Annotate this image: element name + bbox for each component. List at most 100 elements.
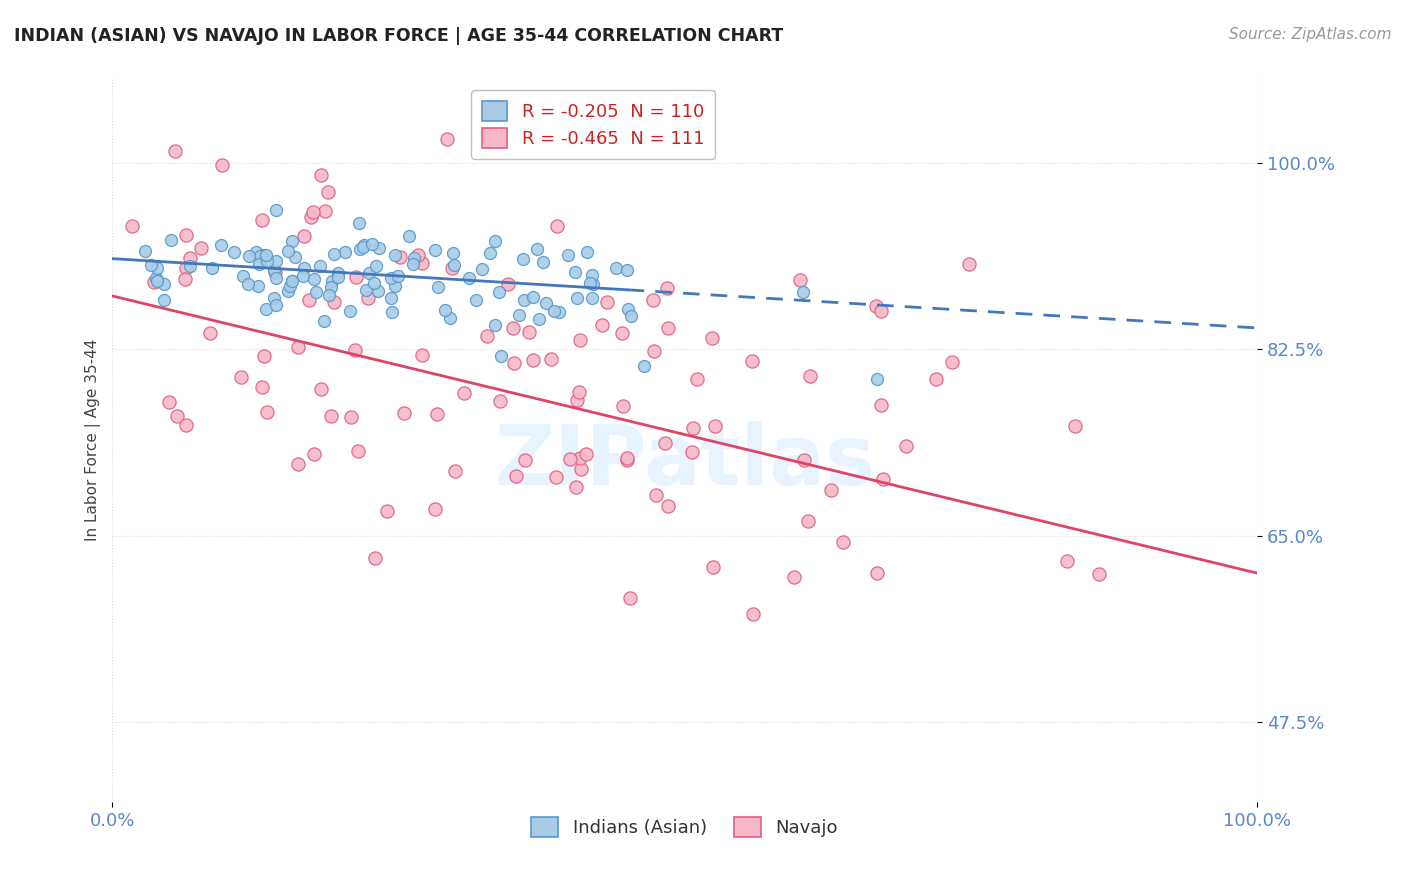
Point [387, 268, 409, 283]
Point [616, 450, 638, 465]
Point [546, 219, 568, 233]
Point [406, 248, 429, 262]
Point [865, 299, 887, 313]
Point [517, 325, 540, 339]
Point [522, 352, 544, 367]
Point [157, 394, 180, 409]
Point [380, 271, 402, 285]
Point [515, 452, 537, 467]
Point [612, 326, 634, 340]
Point [633, 359, 655, 373]
Point [263, 291, 285, 305]
Point [284, 250, 307, 264]
Point [309, 382, 332, 396]
Point [605, 261, 627, 276]
Point [152, 293, 174, 307]
Point [655, 281, 678, 295]
Point [380, 305, 402, 319]
Point [1063, 419, 1085, 434]
Text: INDIAN (ASIAN) VS NAVAJO IN LABOR FORCE | AGE 35-44 CORRELATION CHART: INDIAN (ASIAN) VS NAVAJO IN LABOR FORCE … [14, 27, 783, 45]
Point [312, 314, 335, 328]
Point [702, 331, 724, 345]
Point [641, 293, 664, 308]
Point [569, 461, 592, 475]
Point [548, 305, 571, 319]
Point [564, 265, 586, 279]
Point [321, 274, 343, 288]
Point [281, 234, 304, 248]
Point [146, 273, 169, 287]
Point [314, 204, 336, 219]
Point [364, 551, 387, 566]
Point [292, 260, 315, 275]
Point [292, 229, 315, 244]
Point [318, 185, 340, 199]
Point [305, 285, 328, 300]
Point [792, 285, 814, 299]
Point [141, 258, 163, 272]
Point [309, 168, 332, 182]
Point [558, 451, 581, 466]
Point [540, 352, 562, 367]
Point [657, 321, 679, 335]
Point [389, 251, 412, 265]
Point [654, 436, 676, 450]
Point [686, 371, 709, 385]
Point [339, 304, 361, 318]
Text: ZIPatlas: ZIPatlas [495, 421, 875, 502]
Point [925, 372, 948, 386]
Point [340, 410, 363, 425]
Point [496, 277, 519, 291]
Point [266, 253, 288, 268]
Point [508, 308, 530, 322]
Point [254, 248, 277, 262]
Point [201, 261, 224, 276]
Point [531, 255, 554, 269]
Point [443, 258, 465, 272]
Point [321, 409, 343, 424]
Point [682, 421, 704, 435]
Point [440, 260, 463, 275]
Point [309, 259, 332, 273]
Point [402, 251, 425, 265]
Point [278, 279, 301, 293]
Point [335, 244, 357, 259]
Point [287, 340, 309, 354]
Point [543, 303, 565, 318]
Point [681, 444, 703, 458]
Point [957, 257, 980, 271]
Point [427, 279, 450, 293]
Point [238, 249, 260, 263]
Point [444, 464, 467, 478]
Point [256, 301, 278, 316]
Point [146, 274, 169, 288]
Point [1056, 554, 1078, 568]
Point [384, 278, 406, 293]
Point [349, 243, 371, 257]
Point [866, 566, 889, 580]
Point [534, 295, 557, 310]
Point [166, 409, 188, 424]
Point [146, 260, 169, 275]
Point [256, 404, 278, 418]
Point [423, 243, 446, 257]
Point [411, 348, 433, 362]
Point [575, 447, 598, 461]
Point [502, 356, 524, 370]
Point [384, 248, 406, 262]
Point [402, 257, 425, 271]
Point [143, 275, 166, 289]
Point [232, 268, 254, 283]
Point [222, 245, 245, 260]
Point [302, 272, 325, 286]
Point [368, 241, 391, 255]
Point [789, 273, 811, 287]
Point [425, 501, 447, 516]
Point [657, 499, 679, 513]
Point [352, 239, 374, 253]
Point [277, 244, 299, 258]
Point [280, 274, 302, 288]
Point [581, 291, 603, 305]
Point [256, 254, 278, 268]
Point [343, 343, 366, 357]
